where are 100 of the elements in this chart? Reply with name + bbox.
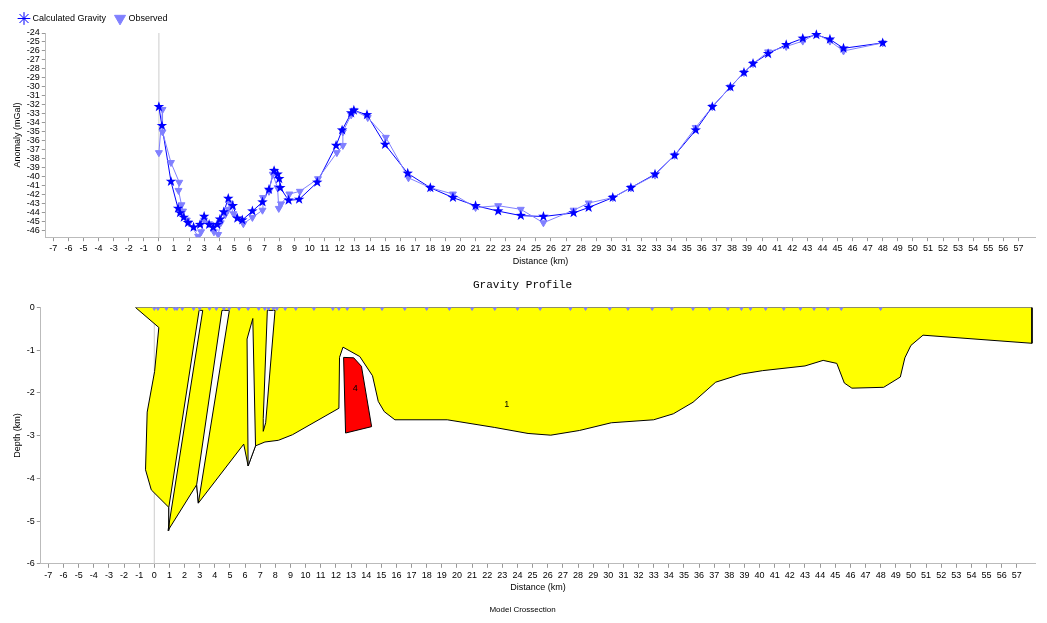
x-tick-label: 11: [316, 569, 326, 580]
x-tick-label: 31: [621, 243, 632, 254]
x-tick-label: 19: [436, 569, 447, 580]
y-tick-label: -30: [26, 81, 40, 92]
legend-label: Calculated Gravity: [32, 12, 107, 23]
x-tick-label: 0: [151, 569, 157, 580]
x-tick-label: 34: [663, 569, 674, 580]
x-tick-label: 37: [709, 569, 720, 580]
x-tick-label: -2: [124, 243, 133, 254]
x-tick-label: 13: [346, 569, 357, 580]
x-tick-label: 38: [726, 243, 737, 254]
x-tick-label: 14: [365, 243, 376, 254]
x-tick-label: 22: [485, 243, 496, 254]
x-tick-label: 26: [542, 569, 553, 580]
y-tick-label: -24: [26, 27, 40, 38]
x-tick-label: 49: [892, 243, 903, 254]
x-tick-label: 48: [877, 243, 888, 254]
y-tick-label: -35: [26, 126, 40, 137]
x-tick-label: 31: [618, 569, 629, 580]
y-tick-label: -32: [26, 99, 40, 110]
y-tick-label: -28: [26, 63, 40, 74]
x-tick-label: 29: [588, 569, 599, 580]
x-tick-label: 11: [320, 243, 330, 254]
x-tick-label: 3: [197, 569, 203, 580]
x-tick-label: -2: [120, 569, 129, 580]
x-tick-label: 52: [936, 569, 947, 580]
x-tick-label: 25: [530, 243, 541, 254]
x-tick-label: -6: [64, 243, 73, 254]
y-tick-label: -44: [26, 207, 40, 218]
x-tick-label: 33: [648, 569, 659, 580]
y-axis-title: Anomaly (mGal): [11, 102, 22, 168]
x-tick-label: 27: [561, 243, 572, 254]
x-tick-label: 12: [334, 243, 345, 254]
x-tick-label: 48: [875, 569, 886, 580]
x-tick-label: 22: [482, 569, 493, 580]
y-tick-label: -6: [26, 558, 35, 569]
x-tick-label: 6: [242, 569, 248, 580]
x-tick-label: 18: [421, 569, 432, 580]
x-tick-label: 47: [862, 243, 873, 254]
x-tick-label: 23: [497, 569, 508, 580]
x-tick-label: 21: [467, 569, 478, 580]
x-tick-label: 44: [815, 569, 826, 580]
series-label: 1: [504, 398, 510, 409]
x-tick-label: 10: [304, 243, 315, 254]
x-tick-label: 53: [951, 569, 962, 580]
x-tick-label: 12: [330, 569, 341, 580]
y-tick-label: -40: [26, 171, 40, 182]
x-tick-label: 37: [711, 243, 722, 254]
x-tick-label: 5: [231, 243, 237, 254]
x-tick-label: 44: [817, 243, 828, 254]
x-tick-label: 38: [724, 569, 735, 580]
x-tick-label: 39: [741, 243, 752, 254]
x-axis-title: Distance (km): [512, 255, 569, 266]
series-label: 4: [352, 382, 358, 393]
x-tick-label: 55: [981, 569, 992, 580]
y-tick-label: -42: [26, 189, 40, 200]
x-tick-label: 45: [830, 569, 841, 580]
x-tick-label: 17: [410, 243, 421, 254]
y-tick-label: -36: [26, 135, 40, 146]
x-tick-label: -6: [59, 569, 68, 580]
x-tick-label: 7: [261, 243, 267, 254]
y-tick-label: -29: [26, 72, 40, 83]
x-tick-label: 6: [246, 243, 252, 254]
x-tick-label: 9: [287, 569, 293, 580]
x-tick-label: -1: [139, 243, 148, 254]
y-tick-label: -3: [26, 430, 35, 441]
y-tick-label: -26: [26, 45, 40, 56]
x-tick-label: 35: [678, 569, 689, 580]
x-axis-title: Distance (km): [510, 582, 566, 593]
x-tick-label: 57: [1011, 569, 1022, 580]
x-tick-label: 4: [216, 243, 222, 254]
y-tick-label: -39: [26, 162, 40, 173]
y-tick-label: -4: [26, 472, 35, 483]
y-tick-label: -2: [26, 387, 35, 398]
x-tick-label: 16: [391, 569, 402, 580]
x-tick-label: 56: [996, 569, 1007, 580]
x-tick-label: 41: [769, 569, 780, 580]
x-tick-label: 54: [966, 569, 977, 580]
y-tick-label: -45: [26, 216, 40, 227]
x-tick-label: 19: [440, 243, 451, 254]
y-axis-title: Depth (km): [11, 413, 22, 458]
x-tick-label: 26: [545, 243, 556, 254]
x-tick-label: 46: [845, 569, 856, 580]
x-tick-label: 39: [739, 569, 750, 580]
x-tick-label: 50: [905, 569, 916, 580]
x-tick-label: 25: [527, 569, 538, 580]
x-tick-label: 29: [591, 243, 602, 254]
x-tick-label: -4: [94, 243, 103, 254]
x-tick-label: 49: [890, 569, 901, 580]
x-tick-label: 8: [272, 569, 278, 580]
x-tick-label: 4: [212, 569, 218, 580]
y-tick-label: -27: [26, 54, 40, 65]
x-tick-label: 57: [1013, 243, 1024, 254]
y-tick-label: -38: [26, 153, 40, 164]
x-tick-label: 18: [425, 243, 436, 254]
x-tick-label: 36: [694, 569, 705, 580]
x-tick-label: 43: [802, 243, 813, 254]
x-tick-label: 24: [515, 243, 526, 254]
x-tick-label: 28: [572, 569, 584, 580]
y-tick-label: -1: [26, 344, 35, 355]
